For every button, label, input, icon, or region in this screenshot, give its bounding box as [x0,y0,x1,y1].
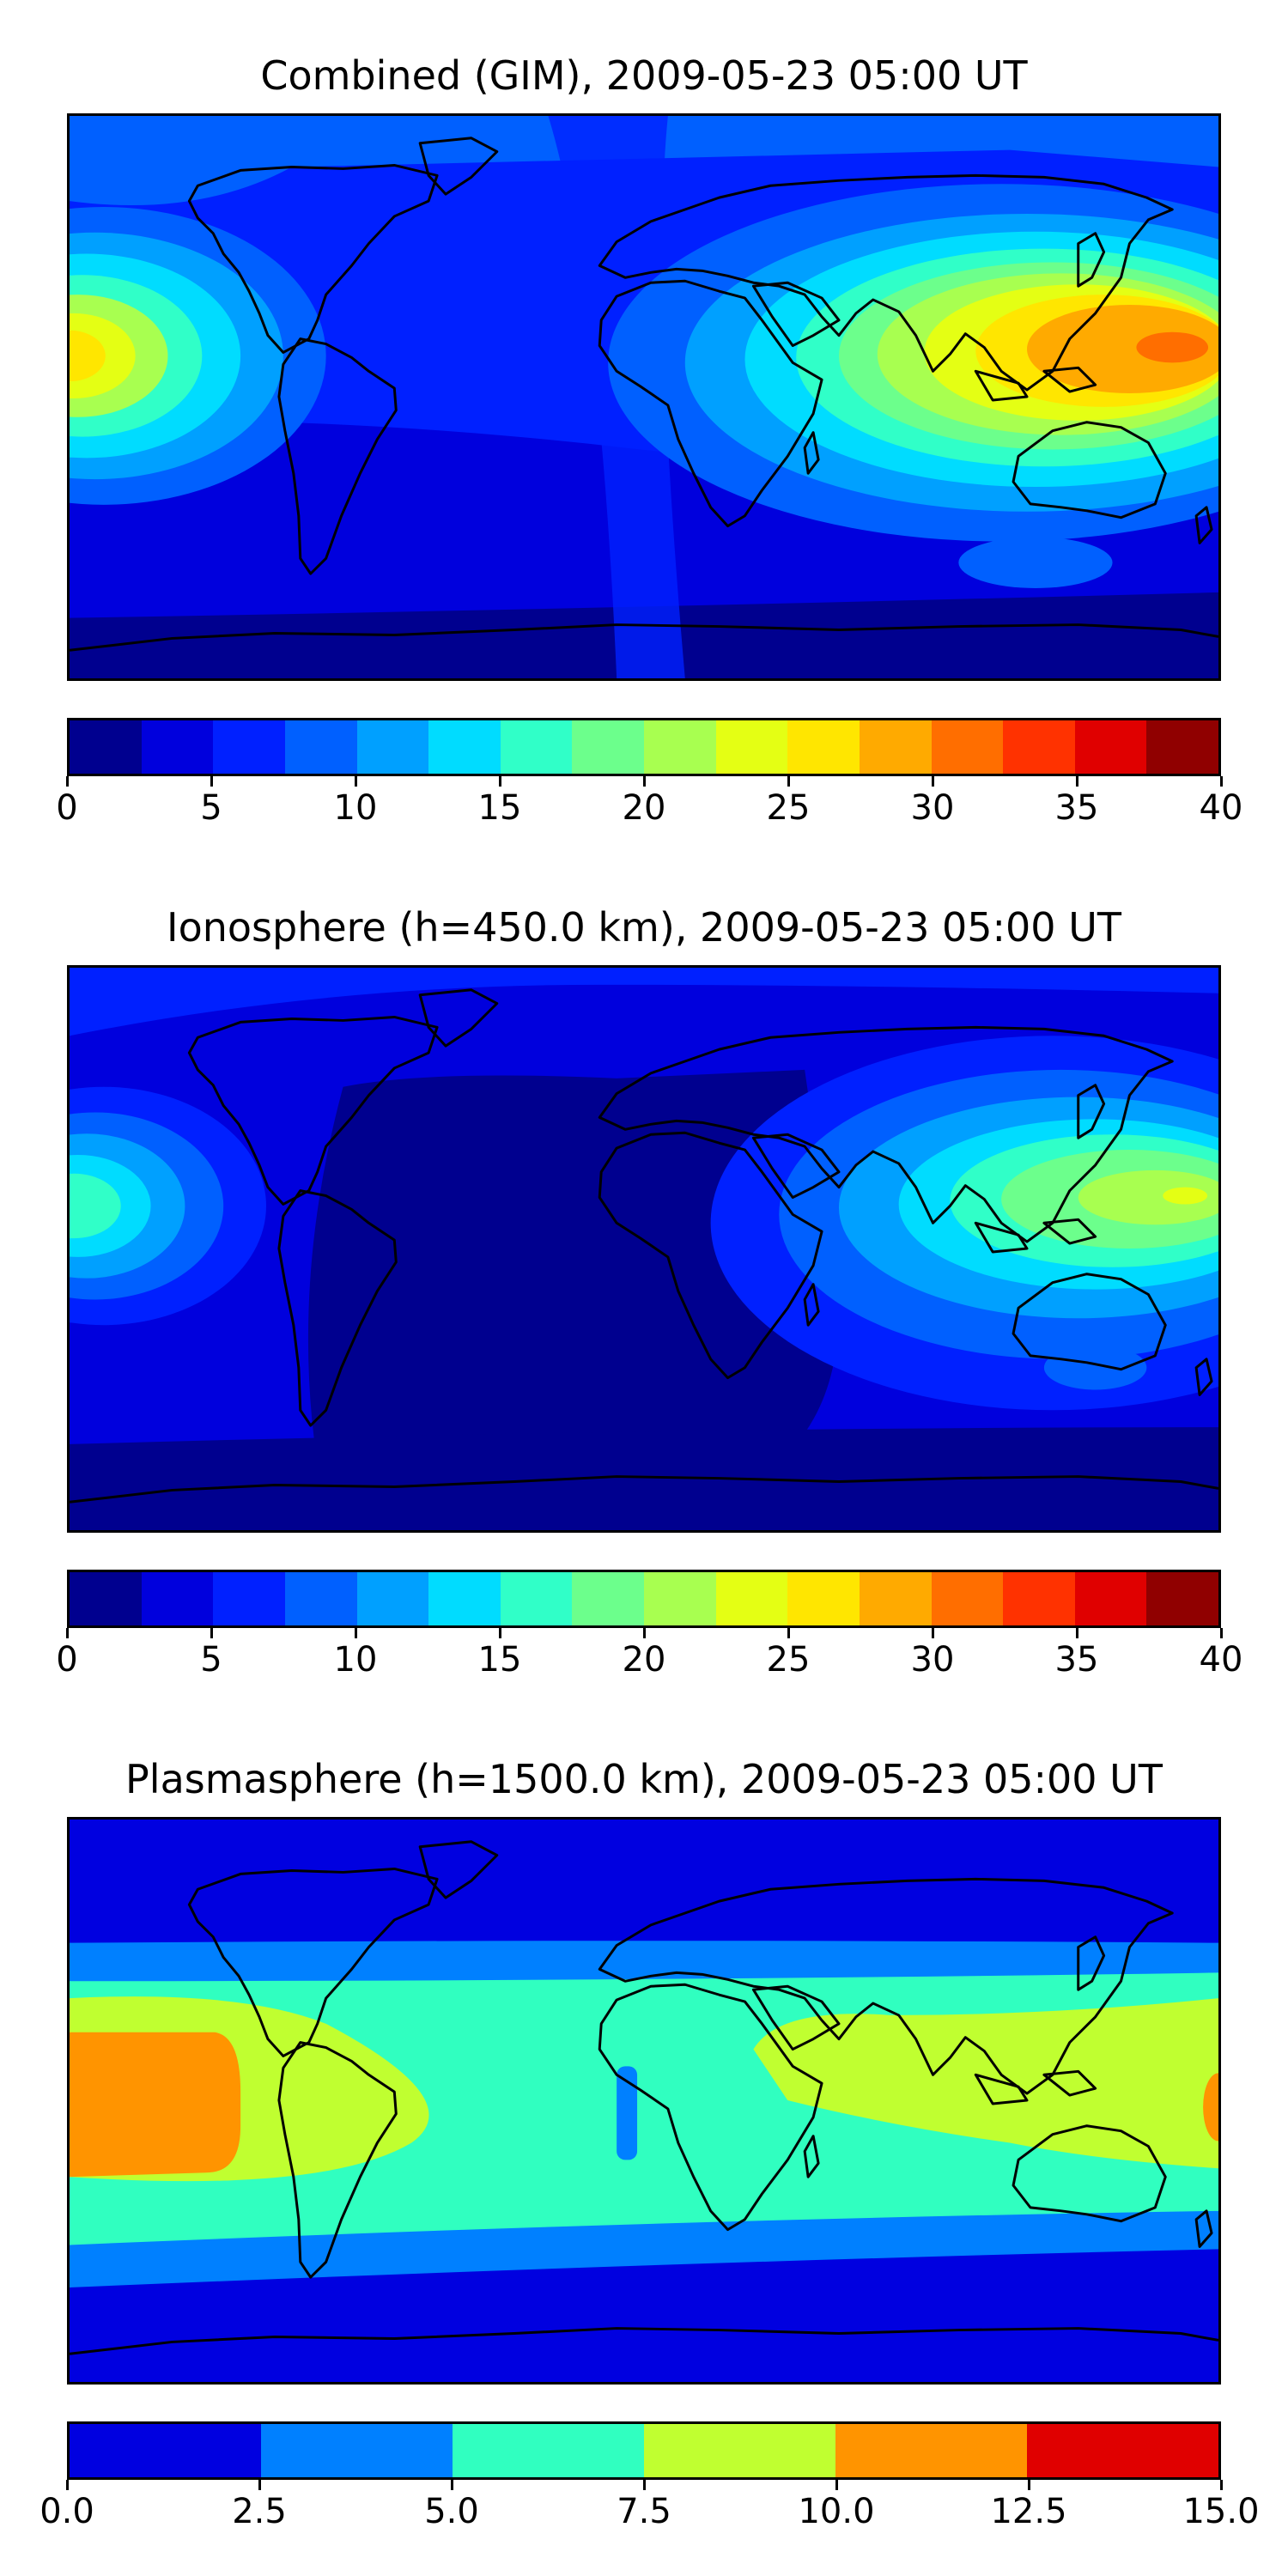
colorbar-segment [500,1572,573,1625]
colorbar-segment [835,2424,1027,2477]
colorbar-tick-label: 15 [477,1640,522,1680]
colorbar-tick-label: 2.5 [232,2492,287,2531]
colorbar-tick-label: 30 [910,788,955,828]
colorbar-tick-label: 20 [622,1640,666,1680]
colorbar-segment [141,1572,214,1625]
colorbar-segment [70,720,142,774]
colorbar-segment [644,2424,835,2477]
map-plasmasphere [67,1817,1221,2385]
colorbar-segment [715,720,788,774]
colorbar-segment [1074,720,1147,774]
map-combined [67,113,1221,681]
colorbar-tick-label: 7.5 [617,2492,671,2531]
colorbar-segment [644,1572,716,1625]
colorbar-segment [644,720,716,774]
colorbar-segment [261,2424,453,2477]
colorbar-segment [70,2424,261,2477]
colorbar-segment [1027,2424,1218,2477]
colorbar-tick-label: 5.0 [424,2492,479,2531]
colorbar-segment [356,1572,429,1625]
colorbar-segment [70,1572,142,1625]
colorbar-segment [787,1572,860,1625]
colorbar-segment [931,720,1004,774]
colorbar-tick-label: 12.5 [990,2492,1067,2531]
map-ionosphere [67,965,1221,1533]
colorbar-segment [572,720,644,774]
colorbar-tick-label: 5 [200,1640,222,1680]
colorbar-segment [284,720,357,774]
colorbar-segment [1003,1572,1075,1625]
colorbar-combined [67,718,1221,776]
colorbar-ticks-combined: 0 5 10 15 20 25 30 35 40 [56,776,1242,828]
colorbar-tick-label: 0.0 [39,2492,94,2531]
colorbar-tick-label: 30 [910,1640,955,1680]
colorbar-ticks-plasmasphere: 0.0 2.5 5.0 7.5 10.0 12.5 15.0 [39,2480,1260,2531]
colorbar-tick-label: 35 [1054,788,1099,828]
colorbar-segment [213,720,285,774]
colorbar-segment [931,1572,1004,1625]
colorbar-segment [859,1572,932,1625]
colorbar-plasmasphere [67,2421,1221,2480]
colorbar-segment [1074,1572,1147,1625]
panel-title-combined: Combined (GIM), 2009-05-23 05:00 UT [260,52,1028,99]
colorbar-tick-label: 10 [333,788,378,828]
colorbar-segment [284,1572,357,1625]
colorbar-segment [213,1572,285,1625]
colorbar-tick-label: 0 [56,788,78,828]
colorbar-ticks-ionosphere: 0 5 10 15 20 25 30 35 40 [56,1628,1242,1680]
colorbar-tick-label: 5 [200,788,222,828]
colorbar-segment [356,720,429,774]
colorbar-segment [500,720,573,774]
colorbar-tick-label: 35 [1054,1640,1099,1680]
colorbar-tick-label: 15.0 [1182,2492,1260,2531]
colorbar-tick-label: 20 [622,788,666,828]
colorbar-tick-label: 15 [477,788,522,828]
colorbar-segment [1146,1572,1218,1625]
colorbar-segment [428,1572,501,1625]
colorbar-segment [715,1572,788,1625]
colorbar-segment [1146,720,1218,774]
colorbar-tick-label: 0 [56,1640,78,1680]
colorbar-tick-label: 40 [1199,788,1243,828]
colorbar-tick-label: 10.0 [798,2492,875,2531]
colorbar-segment [453,2424,644,2477]
colorbar-segment [859,720,932,774]
colorbar-ionosphere [67,1570,1221,1628]
colorbar-tick-label: 10 [333,1640,378,1680]
colorbar-tick-label: 25 [766,788,811,828]
colorbar-segment [1003,720,1075,774]
colorbar-tick-label: 40 [1199,1640,1243,1680]
colorbar-tick-label: 25 [766,1640,811,1680]
colorbar-segment [787,720,860,774]
colorbar-segment [572,1572,644,1625]
panel-title-plasmasphere: Plasmasphere (h=1500.0 km), 2009-05-23 0… [125,1756,1163,1802]
panel-title-ionosphere: Ionosphere (h=450.0 km), 2009-05-23 05:0… [167,904,1121,951]
colorbar-segment [141,720,214,774]
colorbar-segment [428,720,501,774]
